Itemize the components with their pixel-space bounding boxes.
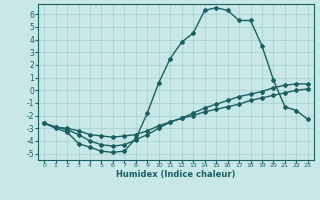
X-axis label: Humidex (Indice chaleur): Humidex (Indice chaleur) [116, 170, 236, 179]
